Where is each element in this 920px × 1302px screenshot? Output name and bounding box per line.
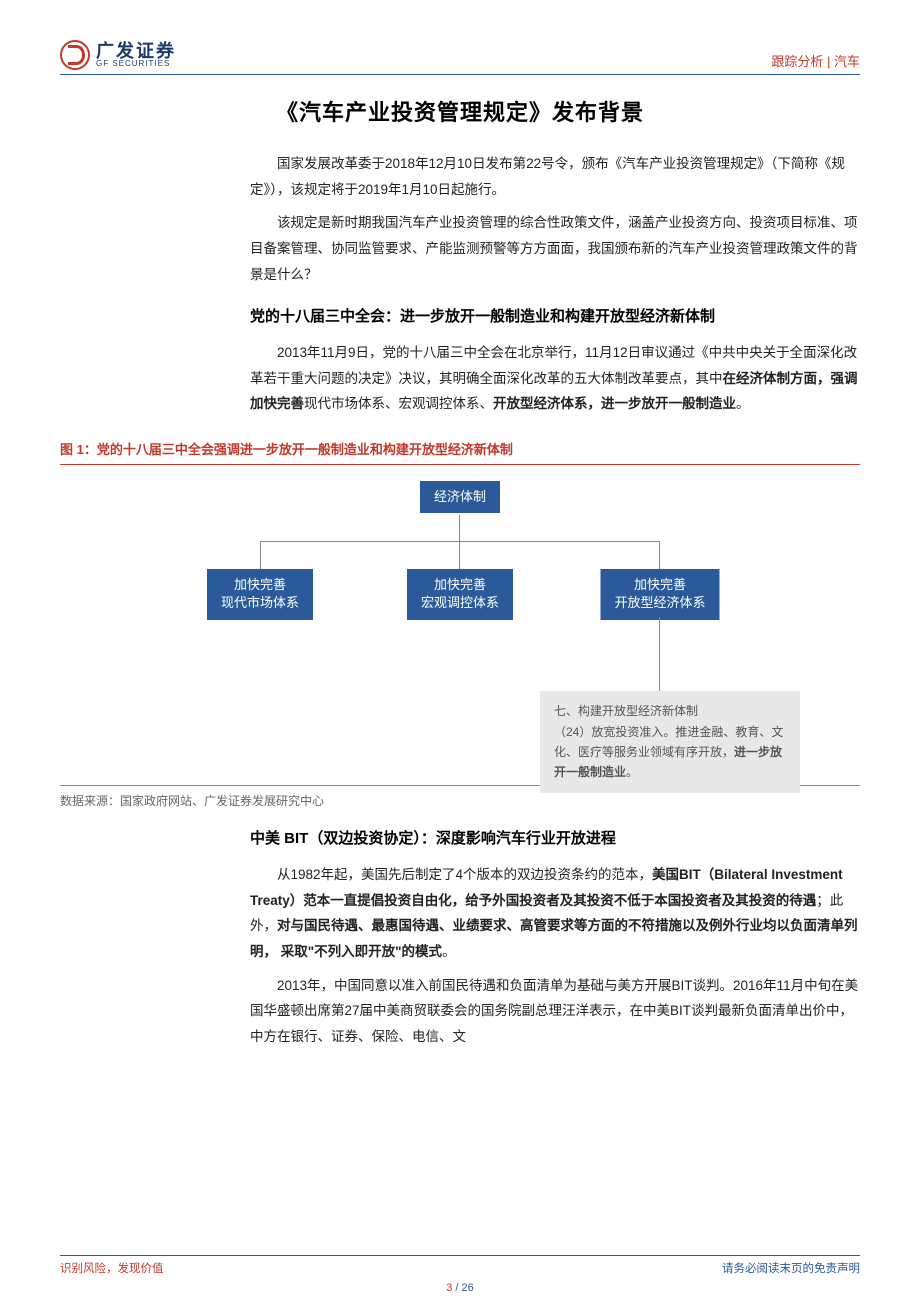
intro-block: 国家发展改革委于2018年12月10日发布第22号令，颁布《汽车产业投资管理规定…: [250, 151, 860, 287]
diagram-line: [659, 617, 660, 691]
section-heading-1: 党的十八届三中全会：进一步放开一般制造业和构建开放型经济新体制: [250, 305, 860, 326]
p4-d: 对与国民待遇、最惠国待遇、业绩要求、高管要求等方面的不符措施以及例外行业均以负面…: [250, 918, 858, 959]
p3-e: 。: [736, 396, 750, 411]
section2-body: 从1982年起，美国先后制定了4个版本的双边投资条约的范本，美国BIT（Bila…: [250, 862, 860, 1049]
page-footer: 识别风险，发现价值 请务必阅读末页的免责声明: [60, 1255, 860, 1276]
p4-e: 。: [442, 944, 456, 959]
figure-1-caption: 图 1：党的十八届三中全会强调进一步放开一般制造业和构建开放型经济新体制: [60, 439, 860, 465]
p3-c: 现代市场体系、宏观调控体系、: [304, 396, 493, 411]
page-title: 《汽车产业投资管理规定》发布背景: [60, 95, 860, 127]
logo: 广发证券 GF SECURITIES: [60, 40, 176, 70]
footer-left: 识别风险，发现价值: [60, 1260, 164, 1276]
child1-l1: 加快完善: [234, 577, 286, 592]
child3-l2: 开放型经济体系: [614, 595, 705, 610]
page-total: 26: [462, 1282, 474, 1294]
paragraph-4: 从1982年起，美国先后制定了4个版本的双边投资条约的范本，美国BIT（Bila…: [250, 862, 860, 965]
p3-d: 开放型经济体系，进一步放开一般制造业: [493, 396, 736, 411]
diagram-line: [659, 541, 660, 569]
paragraph-2: 该规定是新时期我国汽车产业投资管理的综合性政策文件，涵盖产业投资方向、投资项目标…: [250, 210, 860, 287]
child2-l2: 宏观调控体系: [421, 595, 499, 610]
figure-1-diagram: 经济体制 加快完善 现代市场体系 加快完善 宏观调控体系 加快完善 开放型经济体…: [60, 481, 860, 781]
page-number: 3 / 26: [0, 1282, 920, 1294]
diagram-line: [260, 541, 261, 569]
diagram-line: [260, 541, 660, 542]
child1-l2: 现代市场体系: [221, 595, 299, 610]
diagram-line: [459, 515, 460, 541]
diagram-line: [459, 541, 460, 569]
logo-text-cn: 广发证券: [96, 42, 176, 60]
section1-body: 2013年11月9日，党的十八届三中全会在北京举行，11月12日审议通过《中共中…: [250, 340, 860, 417]
breadcrumb: 跟踪分析 | 汽车: [771, 51, 860, 70]
callout-l1: 七、构建开放型经济新体制: [554, 704, 698, 718]
diagram-child-1: 加快完善 现代市场体系: [207, 569, 313, 619]
callout-l4: 。: [626, 765, 638, 779]
child3-l1: 加快完善: [634, 577, 686, 592]
child2-l1: 加快完善: [434, 577, 486, 592]
diagram-child-2: 加快完善 宏观调控体系: [407, 569, 513, 619]
footer-right: 请务必阅读末页的免责声明: [722, 1260, 860, 1276]
page-sep: /: [452, 1282, 461, 1294]
logo-text-en: GF SECURITIES: [96, 60, 176, 68]
p4-a: 从1982年起，美国先后制定了4个版本的双边投资条约的范本，: [277, 867, 652, 882]
report-page: 广发证券 GF SECURITIES 跟踪分析 | 汽车 《汽车产业投资管理规定…: [0, 0, 920, 1302]
page-header: 广发证券 GF SECURITIES 跟踪分析 | 汽车: [60, 40, 860, 75]
paragraph-3: 2013年11月9日，党的十八届三中全会在北京举行，11月12日审议通过《中共中…: [250, 340, 860, 417]
diagram-child-3: 加快完善 开放型经济体系: [600, 569, 719, 619]
paragraph-1: 国家发展改革委于2018年12月10日发布第22号令，颁布《汽车产业投资管理规定…: [250, 151, 860, 202]
section-heading-2: 中美 BIT（双边投资协定）：深度影响汽车行业开放进程: [250, 827, 860, 848]
logo-icon: [60, 40, 90, 70]
paragraph-5: 2013年，中国同意以准入前国民待遇和负面清单为基础与美方开展BIT谈判。201…: [250, 973, 860, 1050]
diagram-root-node: 经济体制: [420, 481, 500, 513]
diagram-callout: 七、构建开放型经济新体制 （24）放宽投资准入。推进金融、教育、文化、医疗等服务…: [540, 691, 800, 793]
